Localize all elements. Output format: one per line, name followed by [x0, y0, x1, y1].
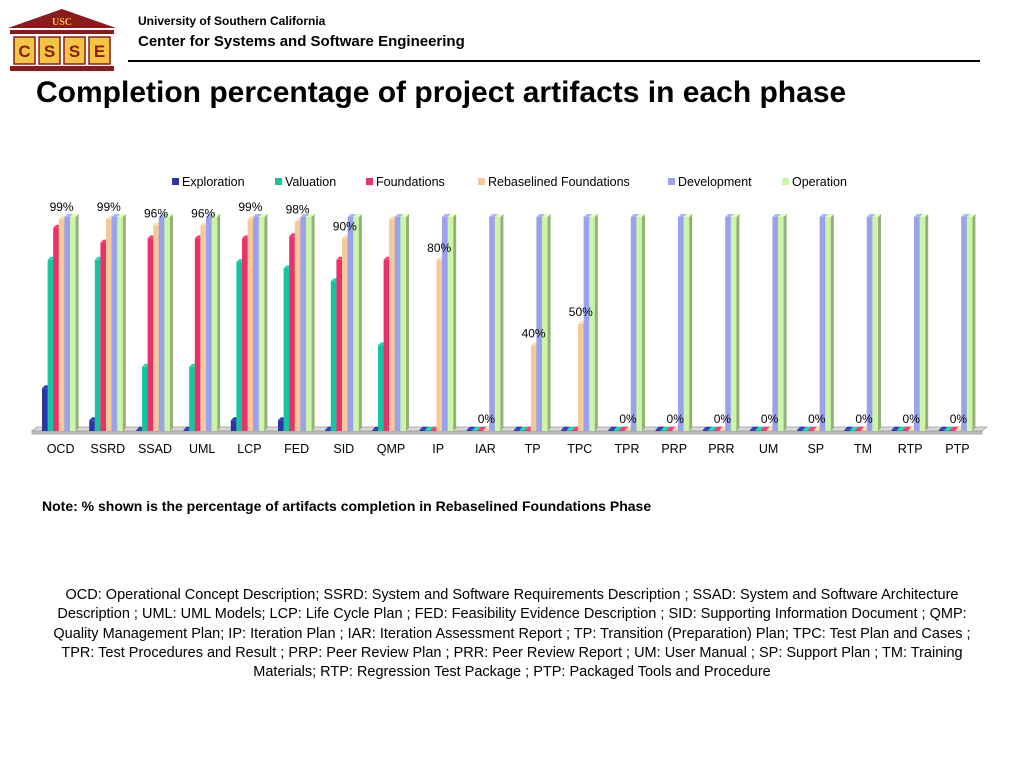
chart-note: Note: % shown is the percentage of artif… [42, 498, 652, 514]
category-label: IP [432, 442, 444, 456]
category-label: IAR [475, 442, 496, 456]
bar [306, 214, 315, 431]
data-label: 98% [286, 202, 310, 216]
logo-block [88, 36, 111, 65]
acronym-definitions: OCD: Operational Concept Description; SS… [53, 587, 971, 681]
chart-data-labels: 99% 99% 96% 96% 99% 98% 90% 80% 0% 40% 50% 0% 0% 0% 0%… [50, 200, 968, 426]
chart-floor [31, 426, 988, 435]
bar [447, 214, 457, 431]
bar [966, 214, 976, 431]
logo-usc-text: USC [52, 17, 72, 28]
slide-title: Completion percentage of project artifac… [36, 76, 847, 109]
logo-letter: E [94, 42, 105, 61]
center-name: Center for Systems and Software Engineer… [138, 33, 465, 50]
logo-letter: C [18, 42, 30, 61]
category-label: SID [333, 442, 354, 456]
category-label: SSRD [90, 442, 125, 456]
bar [919, 214, 929, 431]
data-label: 0% [761, 412, 779, 426]
category-label: SP [807, 442, 824, 456]
category-label: TP [525, 442, 541, 456]
bar [117, 214, 126, 431]
category-label: OCD [47, 442, 75, 456]
category-label: LCP [237, 442, 261, 456]
bar [353, 214, 362, 431]
legend-entry: Rebaselined Foundations [488, 175, 630, 189]
legend-swatch [172, 178, 179, 185]
bar [589, 214, 598, 431]
floor-top [31, 426, 988, 432]
category-label: PTP [945, 442, 969, 456]
data-label: 90% [333, 219, 357, 233]
floor-front [31, 430, 983, 435]
category-label: PRR [708, 442, 734, 456]
data-label: 50% [569, 305, 593, 319]
logo-roof [8, 9, 116, 28]
category-label: QMP [377, 442, 405, 456]
category-label: TPC [567, 442, 592, 456]
category-label: UM [759, 442, 778, 456]
legend-swatch [668, 178, 675, 185]
logo-block [38, 36, 61, 65]
header-divider [128, 60, 980, 62]
data-label: 0% [855, 412, 873, 426]
logo-letter: S [44, 42, 55, 61]
logo-beam [10, 30, 114, 34]
legend-swatch [275, 178, 282, 185]
logo-base [10, 66, 114, 71]
category-label: PRP [661, 442, 687, 456]
legend-swatch [478, 178, 485, 185]
chart-legend: Exploration Valuation Foundations Rebaselin… [172, 175, 847, 189]
logo-block [63, 36, 86, 65]
data-label: 0% [714, 412, 732, 426]
logo-block [13, 36, 36, 65]
chart-category-labels: OCD SSRD SSAD UML LCP FED SID QMP IP IAR TP TPC TPR P… [47, 442, 970, 456]
logo-letter: S [69, 42, 80, 61]
category-label: SSAD [138, 442, 172, 456]
bar [494, 214, 504, 431]
bar [70, 214, 79, 431]
data-label: 99% [50, 200, 74, 214]
legend-entry: Operation [792, 175, 847, 189]
data-label: 80% [427, 241, 451, 255]
legend-swatch [366, 178, 373, 185]
bar [400, 214, 409, 431]
bar [730, 214, 740, 431]
bar [542, 214, 551, 431]
bar [683, 214, 693, 431]
data-label: 99% [97, 200, 121, 214]
data-label: 0% [478, 412, 496, 426]
data-label: 96% [191, 207, 215, 221]
category-label: TM [854, 442, 872, 456]
legend-entry: Valuation [285, 175, 336, 189]
legend-swatch [782, 178, 789, 185]
bar [778, 214, 787, 431]
category-label: TPR [615, 442, 640, 456]
category-label: FED [284, 442, 309, 456]
data-label: 0% [950, 412, 968, 426]
bar [636, 214, 645, 431]
legend-entry: Foundations [376, 175, 445, 189]
data-label: 99% [238, 200, 262, 214]
data-label: 40% [522, 326, 546, 340]
data-label: 96% [144, 207, 168, 221]
legend-entry: Exploration [182, 175, 245, 189]
data-label: 0% [619, 412, 637, 426]
data-label: 0% [903, 412, 921, 426]
data-label: 0% [667, 412, 685, 426]
bar [211, 214, 221, 431]
completion-bar-chart: Exploration Valuation Foundations Rebaselin… [31, 175, 988, 456]
university-name: University of Southern California [138, 14, 326, 28]
legend-entry: Development [678, 175, 752, 189]
category-label: UML [189, 442, 215, 456]
bar [825, 214, 834, 431]
bar [258, 214, 268, 431]
category-label: RTP [898, 442, 923, 456]
bar [872, 214, 881, 431]
data-label: 0% [808, 412, 826, 426]
chart-bars [42, 214, 976, 431]
bar [164, 214, 173, 431]
